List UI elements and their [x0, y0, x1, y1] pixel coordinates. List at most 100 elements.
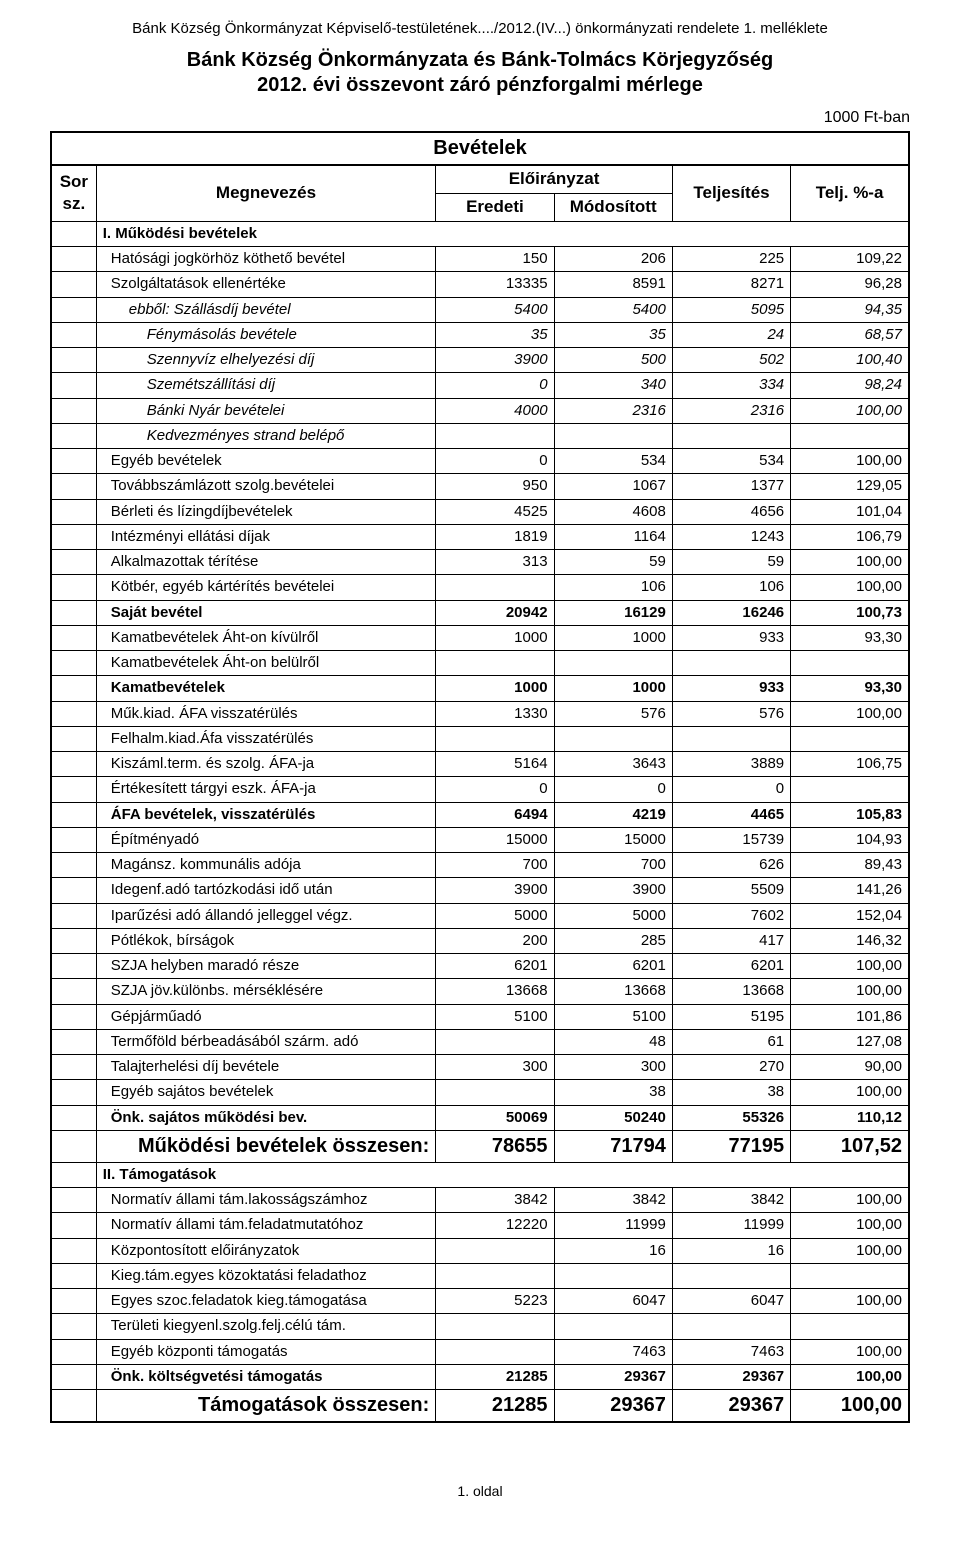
cell-value: 78655	[436, 1130, 554, 1162]
cell-value: 109,22	[791, 247, 909, 272]
table-row: Idegenf.adó tartózkodási idő után3900390…	[51, 878, 909, 903]
cell-value: 100,00	[791, 1238, 909, 1263]
cell-value: 7463	[672, 1339, 790, 1364]
cell-value	[791, 777, 909, 802]
cell-sor	[51, 878, 96, 903]
cell-value: 110,12	[791, 1105, 909, 1130]
cell-value: 1000	[554, 676, 672, 701]
cell-value: 576	[672, 701, 790, 726]
cell-value: 6201	[554, 954, 672, 979]
cell-value: 534	[672, 449, 790, 474]
row-label: SZJA helyben maradó része	[96, 954, 435, 979]
row-label: Kamatbevételek	[96, 676, 435, 701]
col-eloiranyzat: Előirányzat	[436, 165, 673, 193]
table-row: Szemétszállítási díj034033498,24	[51, 373, 909, 398]
cell-value: 100,40	[791, 348, 909, 373]
table-row: Iparűzési adó állandó jelleggel végz.500…	[51, 903, 909, 928]
col-eredeti: Eredeti	[436, 193, 554, 221]
cell-value	[672, 726, 790, 751]
table-row: Kamatbevételek Áht-on kívülről1000100093…	[51, 625, 909, 650]
table-row: SZJA jöv.különbs. mérséklésére1366813668…	[51, 979, 909, 1004]
cell-sor	[51, 903, 96, 928]
cell-value: 5100	[554, 1004, 672, 1029]
col-modositott: Módosított	[554, 193, 672, 221]
cell-value: 3643	[554, 752, 672, 777]
table-row: Kiszáml.term. és szolg. ÁFA-ja5164364338…	[51, 752, 909, 777]
cell-sor	[51, 297, 96, 322]
cell-value	[436, 1029, 554, 1054]
sum-label: Támogatások összesen:	[96, 1390, 435, 1423]
col-sor: Sor sz.	[51, 165, 96, 221]
cell-value: 534	[554, 449, 672, 474]
cell-value: 98,24	[791, 373, 909, 398]
cell-value	[436, 423, 554, 448]
cell-value: 104,93	[791, 827, 909, 852]
cell-value: 334	[672, 373, 790, 398]
cell-value: 106	[554, 575, 672, 600]
cell-value: 6047	[554, 1289, 672, 1314]
cell-value: 150	[436, 247, 554, 272]
table-row: Építményadó150001500015739104,93	[51, 827, 909, 852]
cell-value: 500	[554, 348, 672, 373]
cell-sor	[51, 1289, 96, 1314]
cell-value: 3842	[436, 1188, 554, 1213]
cell-value: 0	[436, 373, 554, 398]
cell-value: 29367	[554, 1390, 672, 1423]
cell-value: 4465	[672, 802, 790, 827]
table-row: Értékesített tárgyi eszk. ÁFA-ja000	[51, 777, 909, 802]
table-row: Saját bevétel209421612916246100,73	[51, 600, 909, 625]
cell-value	[791, 1314, 909, 1339]
cell-sor	[51, 600, 96, 625]
cell-value: 5223	[436, 1289, 554, 1314]
row-label: Kamatbevételek Áht-on belülről	[96, 651, 435, 676]
row-label: Területi kiegyenl.szolg.felj.célú tám.	[96, 1314, 435, 1339]
cell-sor	[51, 373, 96, 398]
row-label: Kamatbevételek Áht-on kívülről	[96, 625, 435, 650]
cell-value: 15000	[554, 827, 672, 852]
cell-value: 340	[554, 373, 672, 398]
row-label: Központosított előirányzatok	[96, 1238, 435, 1263]
cell-value: 5000	[436, 903, 554, 928]
cell-value: 5000	[554, 903, 672, 928]
cell-value: 200	[436, 928, 554, 953]
col-telj-pct: Telj. %-a	[791, 165, 909, 221]
row-label: Hatósági jogkörhöz köthető bevétel	[96, 247, 435, 272]
cell-value: 101,04	[791, 499, 909, 524]
table-row: II. Támogatások	[51, 1162, 909, 1187]
cell-value: 35	[554, 322, 672, 347]
cell-value: 1067	[554, 474, 672, 499]
cell-value: 3900	[554, 878, 672, 903]
cell-value: 11999	[554, 1213, 672, 1238]
cell-value: 417	[672, 928, 790, 953]
cell-value: 100,00	[791, 954, 909, 979]
row-label: Bánki Nyár bevételei	[96, 398, 435, 423]
cell-sor	[51, 1004, 96, 1029]
cell-value: 29367	[672, 1390, 790, 1423]
table-row: Pótlékok, bírságok200285417146,32	[51, 928, 909, 953]
cell-value: 100,00	[791, 1390, 909, 1423]
table-row: Alkalmazottak térítése3135959100,00	[51, 550, 909, 575]
cell-sor	[51, 575, 96, 600]
cell-value: 3842	[554, 1188, 672, 1213]
table-row: Központosított előirányzatok1616100,00	[51, 1238, 909, 1263]
cell-value	[436, 651, 554, 676]
cell-value: 90,00	[791, 1055, 909, 1080]
table-row: Kamatbevételek Áht-on belülről	[51, 651, 909, 676]
row-label: Kötbér, egyéb kártérítés bevételei	[96, 575, 435, 600]
cell-value	[672, 1263, 790, 1288]
table-row: Talajterhelési díj bevétele30030027090,0…	[51, 1055, 909, 1080]
table-row: Kedvezményes strand belépő	[51, 423, 909, 448]
cell-value: 100,00	[791, 1080, 909, 1105]
cell-sor	[51, 348, 96, 373]
cell-value: 29367	[672, 1364, 790, 1389]
cell-value: 1243	[672, 524, 790, 549]
row-label: Egyéb központi támogatás	[96, 1339, 435, 1364]
cell-value: 0	[436, 449, 554, 474]
table-row: Önk. sajátos működési bev.50069502405532…	[51, 1105, 909, 1130]
table-row: Területi kiegyenl.szolg.felj.célú tám.	[51, 1314, 909, 1339]
table-row: Gépjárműadó510051005195101,86	[51, 1004, 909, 1029]
row-label: SZJA jöv.különbs. mérséklésére	[96, 979, 435, 1004]
table-row: Normatív állami tám.feladatmutatóhoz1222…	[51, 1213, 909, 1238]
cell-sor	[51, 979, 96, 1004]
cell-value: 106,79	[791, 524, 909, 549]
